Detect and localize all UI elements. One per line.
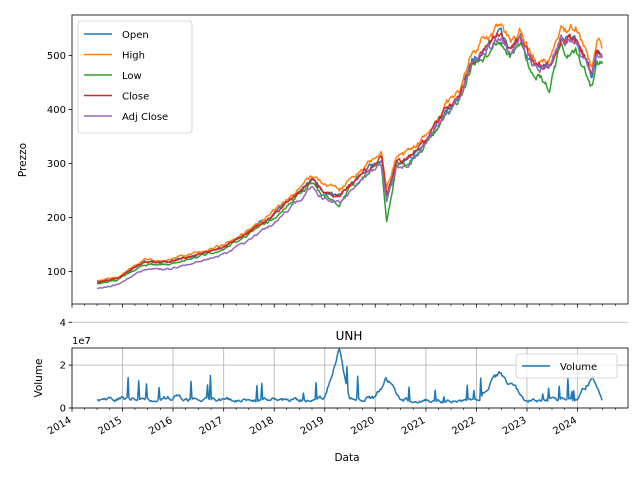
legend-label-low: Low (122, 71, 142, 82)
price-y-tick-label: 100 (47, 267, 66, 278)
price-y-axis-label: Prezzo (17, 143, 29, 177)
volume-legend-box (515, 353, 618, 379)
volume-y-tick-label: 0 (60, 404, 66, 415)
volume-legend-items: Volume (522, 362, 597, 373)
legend-label-adj-close: Adj Close (122, 112, 168, 123)
legend-label-open: Open (122, 30, 149, 41)
volume-y-axis-label: Volume (33, 358, 45, 397)
price-y-tick-label: 500 (47, 51, 66, 62)
series-line-volume (96, 347, 603, 404)
price-axes-frame (71, 14, 629, 305)
price-y-tick-label: 200 (47, 213, 66, 224)
volume-axes-frame (71, 347, 629, 409)
price-panel: 100 200 300 400 500 Prezzo Open High Low Close A… (17, 14, 629, 308)
volume-y-ticks: 0 2 4 (60, 318, 72, 415)
volume-y-tick-label: 4 (60, 318, 66, 329)
price-y-tick-label: 400 (47, 105, 66, 116)
volume-legend: Volume (515, 353, 618, 379)
legend-label-volume: Volume (560, 362, 597, 373)
price-y-tick-label: 300 (47, 159, 66, 170)
volume-chart-title: UNH (336, 329, 363, 343)
price-y-ticks: 100 200 300 400 500 (47, 51, 72, 278)
volume-y-tick-label: 2 (60, 361, 66, 372)
price-legend: Open High Low Close Adj Close (77, 20, 193, 134)
volume-x-axis-label: Data (334, 452, 359, 464)
volume-axis-offset: 1e7 (72, 336, 91, 347)
price-series-lines (96, 23, 604, 290)
series-line-high (96, 23, 603, 282)
price-legend-box (77, 20, 193, 134)
price-legend-items: Open High Low Close Adj Close (84, 30, 168, 123)
series-line-adj-close (96, 32, 603, 290)
legend-label-close: Close (122, 92, 149, 103)
volume-series-lines (96, 347, 603, 404)
legend-label-high: High (122, 51, 145, 62)
